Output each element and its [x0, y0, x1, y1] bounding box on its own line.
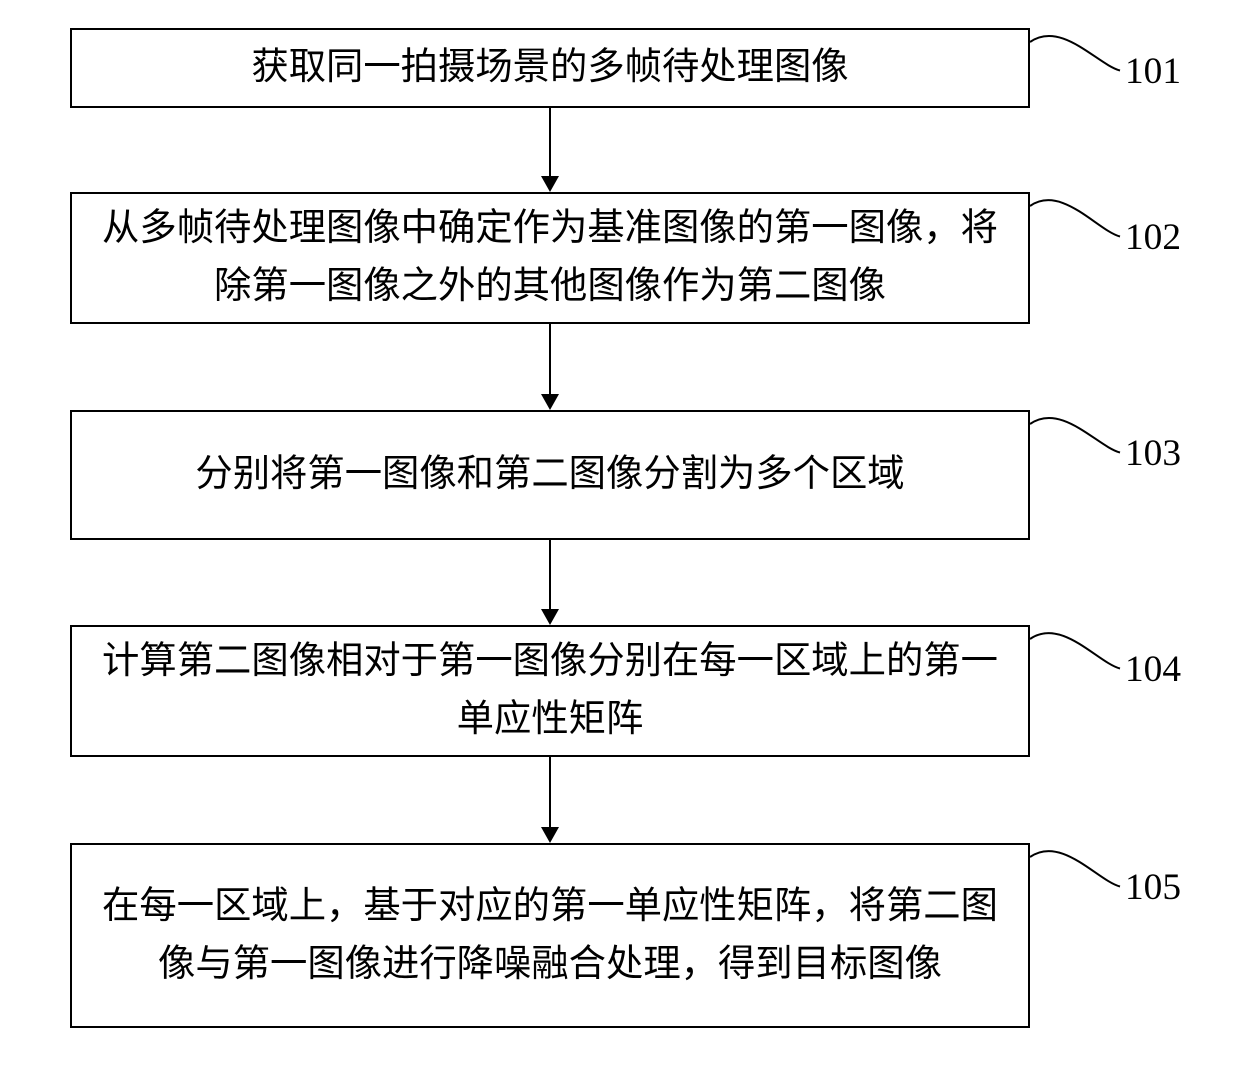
arrow-head-icon	[541, 609, 559, 625]
flow-edge	[549, 108, 552, 178]
leader-line	[1026, 394, 1124, 483]
flow-node-n5: 在每一区域上，基于对应的第一单应性矩阵，将第二图像与第一图像进行降噪融合处理，得…	[70, 843, 1030, 1028]
step-number-text: 104	[1125, 649, 1181, 690]
flow-node-text: 计算第二图像相对于第一图像分别在每一区域上的第一单应性矩阵	[92, 633, 1008, 749]
leader-line	[1026, 12, 1124, 101]
step-number-label: 105	[1125, 866, 1181, 909]
step-number-label: 101	[1125, 50, 1181, 93]
flow-edge	[549, 324, 552, 396]
arrow-head-icon	[541, 176, 559, 192]
leader-line	[1026, 176, 1124, 267]
flow-node-text: 从多帧待处理图像中确定作为基准图像的第一图像，将除第一图像之外的其他图像作为第二…	[92, 200, 1008, 316]
arrow-head-icon	[541, 827, 559, 843]
arrow-head-icon	[541, 394, 559, 410]
step-number-text: 105	[1125, 867, 1181, 908]
flow-node-text: 获取同一拍摄场景的多帧待处理图像	[251, 39, 848, 97]
flow-node-n2: 从多帧待处理图像中确定作为基准图像的第一图像，将除第一图像之外的其他图像作为第二…	[70, 192, 1030, 324]
step-number-text: 102	[1125, 217, 1181, 258]
flow-edge	[549, 757, 552, 829]
step-number-label: 102	[1125, 216, 1181, 259]
flow-node-n4: 计算第二图像相对于第一图像分别在每一区域上的第一单应性矩阵	[70, 625, 1030, 757]
flow-edge	[549, 540, 552, 611]
flowchart-canvas: 获取同一拍摄场景的多帧待处理图像从多帧待处理图像中确定作为基准图像的第一图像，将…	[0, 0, 1240, 1092]
flow-node-text: 在每一区域上，基于对应的第一单应性矩阵，将第二图像与第一图像进行降噪融合处理，得…	[92, 878, 1008, 994]
flow-node-n3: 分别将第一图像和第二图像分割为多个区域	[70, 410, 1030, 540]
leader-line	[1026, 827, 1124, 917]
step-number-label: 104	[1125, 648, 1181, 691]
step-number-text: 101	[1125, 51, 1181, 92]
step-number-text: 103	[1125, 433, 1181, 474]
flow-node-text: 分别将第一图像和第二图像分割为多个区域	[195, 446, 904, 504]
flow-node-n1: 获取同一拍摄场景的多帧待处理图像	[70, 28, 1030, 108]
leader-line	[1026, 609, 1124, 699]
step-number-label: 103	[1125, 432, 1181, 475]
